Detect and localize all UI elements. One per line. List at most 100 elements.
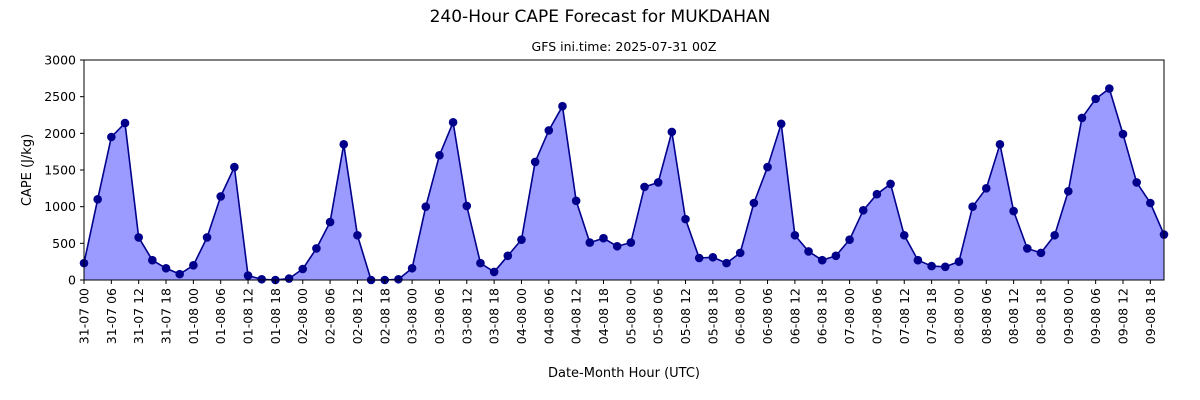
- cape-point: [831, 251, 841, 261]
- cape-point: [120, 118, 130, 128]
- cape-point: [667, 127, 677, 137]
- cape-point: [353, 230, 362, 240]
- x-tick-label: 02-08 12: [350, 288, 365, 344]
- cape-point: [872, 189, 882, 199]
- cape-point: [1105, 84, 1114, 93]
- cape-point: [1036, 248, 1046, 258]
- x-tick-label: 04-08 00: [514, 288, 529, 344]
- cape-point: [954, 257, 964, 266]
- cape-point: [1146, 198, 1155, 208]
- y-tick-label: 3000: [44, 53, 76, 68]
- cape-point: [503, 251, 513, 261]
- x-tick-label: 01-08 18: [268, 288, 283, 344]
- x-tick-label: 05-08 18: [705, 288, 720, 344]
- cape-point: [462, 201, 472, 211]
- cape-point: [1022, 244, 1032, 253]
- x-tick-label: 05-08 06: [651, 288, 666, 344]
- cape-point: [804, 247, 813, 256]
- cape-point: [927, 261, 936, 271]
- cape-point: [790, 230, 800, 240]
- cape-point: [325, 217, 335, 227]
- cape-point: [517, 235, 526, 244]
- x-tick-label: 09-08 12: [1115, 288, 1130, 344]
- cape-point: [1009, 206, 1018, 216]
- y-tick-label: 2500: [44, 89, 76, 104]
- cape-point: [1077, 113, 1087, 123]
- x-tick-label: 03-08 00: [405, 288, 420, 344]
- cape-point: [968, 202, 977, 211]
- cape-point: [489, 267, 499, 277]
- cape-point: [243, 271, 253, 280]
- x-tick-label: 02-08 18: [377, 288, 392, 344]
- cape-point: [189, 261, 198, 270]
- x-tick-label: 31-07 12: [131, 288, 146, 344]
- cape-point: [653, 178, 663, 187]
- x-tick-label: 07-08 18: [924, 288, 939, 344]
- cape-point: [763, 162, 772, 172]
- y-tick-label: 500: [52, 236, 76, 251]
- cape-point: [544, 126, 554, 135]
- cape-point: [722, 258, 731, 268]
- x-tick-label: 02-08 06: [323, 288, 338, 344]
- cape-point: [1091, 94, 1100, 104]
- y-tick-label: 1500: [44, 163, 76, 178]
- cape-point: [1132, 178, 1141, 187]
- x-tick-label: 03-08 06: [432, 288, 447, 344]
- x-axis-label: Date-Month Hour (UTC): [548, 366, 700, 381]
- cape-point: [558, 101, 567, 111]
- cape-point: [858, 206, 868, 215]
- y-axis-label: CAPE (J/kg): [20, 134, 35, 206]
- x-tick-label: 03-08 12: [459, 288, 474, 344]
- cape-point: [749, 198, 759, 208]
- x-tick-label: 08-08 12: [1006, 288, 1021, 344]
- plot-area: [79, 59, 1169, 285]
- cape-point: [298, 264, 308, 274]
- cape-point: [940, 262, 950, 272]
- x-tick-label: 02-08 00: [295, 288, 310, 344]
- cape-area-fill: [84, 88, 1164, 280]
- cape-point: [681, 214, 690, 224]
- x-tick-label: 06-08 18: [815, 288, 830, 344]
- cape-point: [981, 184, 991, 193]
- x-tick-label: 04-08 12: [569, 288, 584, 344]
- cape-point: [913, 255, 923, 265]
- cape-point: [134, 233, 143, 242]
- y-tick-label: 0: [68, 273, 76, 288]
- cape-point: [202, 233, 212, 242]
- x-tick-label: 08-08 18: [1033, 288, 1048, 344]
- cape-point: [407, 263, 417, 273]
- cape-point: [421, 202, 431, 211]
- x-tick-label: 01-08 06: [213, 288, 228, 344]
- x-axis-ticks: 31-07 00 31-07 06 31-07 12 31-07 18 01-08 00…: [77, 280, 1158, 344]
- cape-point: [571, 196, 581, 206]
- cape-point: [107, 132, 116, 142]
- cape-point: [626, 238, 636, 247]
- cape-point: [899, 230, 909, 240]
- x-tick-label: 07-08 12: [897, 288, 912, 344]
- cape-point: [230, 162, 239, 172]
- cape-point: [708, 252, 718, 262]
- x-tick-label: 04-08 18: [596, 288, 611, 344]
- cape-point: [394, 274, 403, 284]
- chart-title: 240-Hour CAPE Forecast for MUKDAHAN: [430, 7, 771, 27]
- x-tick-label: 31-07 06: [104, 288, 119, 344]
- x-tick-label: 06-08 00: [733, 288, 748, 344]
- cape-point: [694, 253, 704, 263]
- cape-point: [435, 151, 444, 160]
- cape-point: [476, 258, 485, 268]
- cape-point: [148, 255, 157, 265]
- cape-point: [284, 274, 294, 283]
- cape-point: [995, 140, 1005, 149]
- x-tick-label: 31-07 00: [77, 288, 92, 344]
- cape-point: [339, 140, 349, 149]
- x-tick-label: 07-08 06: [869, 288, 884, 344]
- cape-point: [1064, 186, 1073, 196]
- cape-point: [817, 255, 827, 265]
- cape-point: [1050, 230, 1059, 240]
- cape-point: [776, 119, 786, 129]
- x-tick-label: 01-08 12: [241, 288, 256, 344]
- cape-point: [93, 195, 102, 204]
- x-tick-label: 09-08 00: [1061, 288, 1076, 344]
